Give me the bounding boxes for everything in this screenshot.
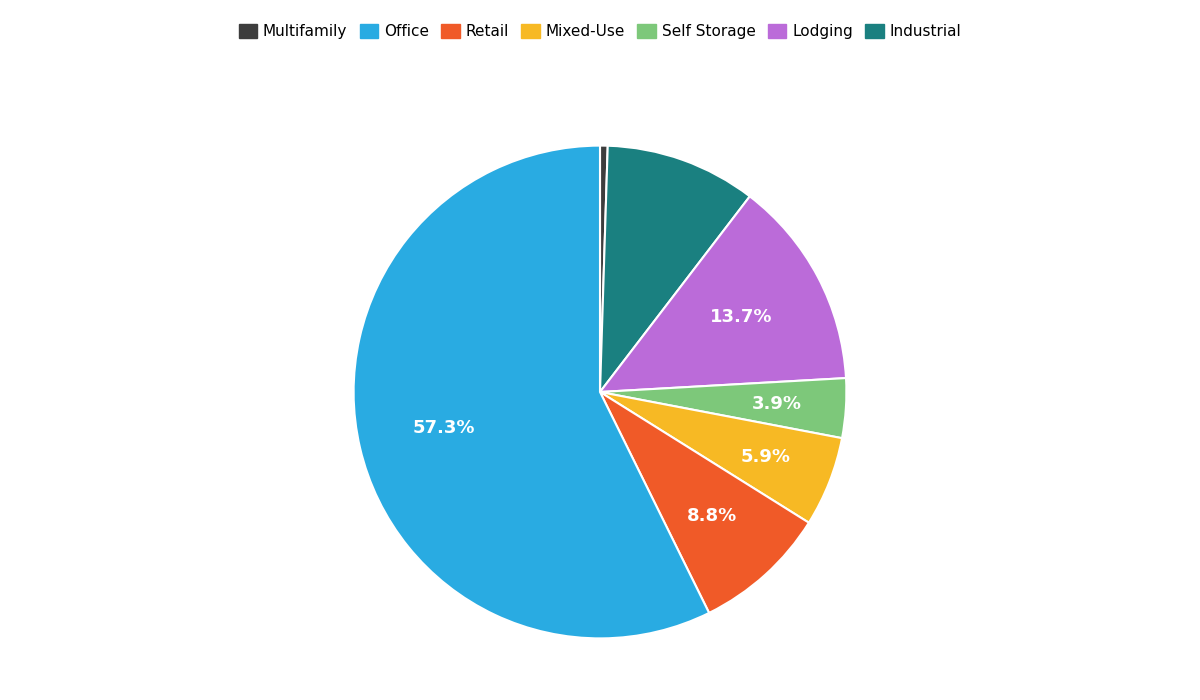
Text: 3.9%: 3.9%	[752, 395, 802, 413]
Wedge shape	[600, 146, 607, 392]
Wedge shape	[600, 378, 846, 438]
Wedge shape	[600, 197, 846, 392]
Text: 13.7%: 13.7%	[710, 308, 773, 326]
Text: 57.3%: 57.3%	[413, 419, 475, 438]
Legend: Multifamily, Office, Retail, Mixed-Use, Self Storage, Lodging, Industrial: Multifamily, Office, Retail, Mixed-Use, …	[233, 18, 967, 45]
Wedge shape	[600, 392, 809, 613]
Text: 8.8%: 8.8%	[688, 508, 738, 525]
Wedge shape	[354, 146, 709, 638]
Wedge shape	[600, 392, 842, 523]
Wedge shape	[600, 146, 750, 392]
Text: 5.9%: 5.9%	[740, 448, 790, 466]
